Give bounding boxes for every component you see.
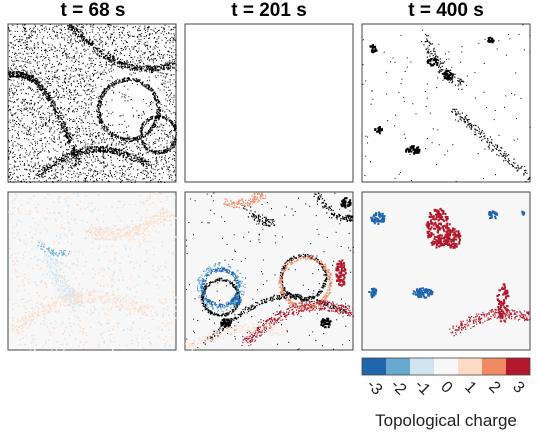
panel-title: t = 201 s xyxy=(231,0,307,21)
colorbar-frame xyxy=(361,357,531,376)
colorbar-block xyxy=(434,358,458,375)
colorbar: -3 -2 -1 0 1 2 3 xyxy=(361,357,531,399)
colorbar-tick-label: -3 xyxy=(363,377,385,399)
panel-title: t = 68 s xyxy=(61,0,126,21)
colorbar-tick-label: -2 xyxy=(387,377,409,399)
colorbar-block xyxy=(410,358,434,375)
panel-title: t = 400 s xyxy=(408,0,484,21)
texture xyxy=(8,192,177,352)
texture xyxy=(200,267,242,308)
colorbar-block xyxy=(458,358,482,375)
texture xyxy=(37,242,70,257)
colorbar-block xyxy=(506,358,530,375)
panel-frame xyxy=(184,23,354,183)
texture xyxy=(8,24,177,183)
panels xyxy=(7,23,531,352)
colorbar-block xyxy=(362,358,386,375)
texture xyxy=(241,259,355,347)
colorbar-tick-label: 1 xyxy=(461,378,479,396)
colorbar-tick-label: 2 xyxy=(485,378,503,396)
panel-frame xyxy=(361,191,531,351)
colorbar-block xyxy=(386,358,410,375)
panel-frame xyxy=(7,191,177,351)
colorbar-block xyxy=(482,358,506,375)
texture xyxy=(362,24,531,183)
colorbar-tick-label: -1 xyxy=(411,377,433,399)
texture xyxy=(185,323,288,351)
colorbar-label: Topological charge xyxy=(375,411,517,430)
colorbar-tick-label: 0 xyxy=(437,378,455,396)
colorbar-tick-label: 3 xyxy=(509,378,527,396)
texture xyxy=(368,210,526,299)
texture xyxy=(425,207,531,337)
